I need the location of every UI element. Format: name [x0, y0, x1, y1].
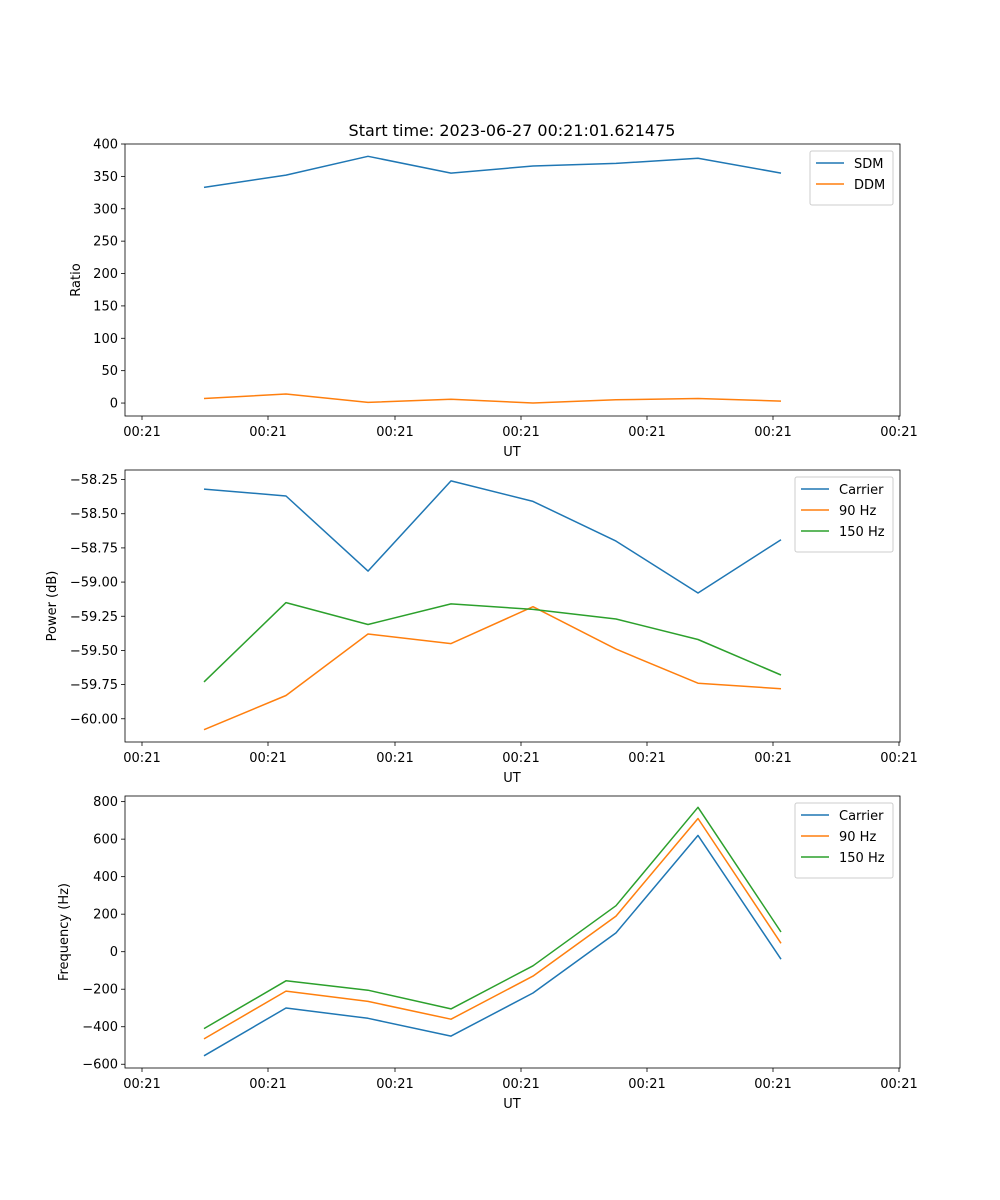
plot-frame	[124, 143, 901, 417]
y-tick-label: −58.75	[70, 541, 118, 556]
y-tick-label: 600	[93, 833, 118, 848]
x-axis-label: UT	[503, 1097, 521, 1112]
x-tick-label: 00:21	[502, 1077, 539, 1092]
figure-title: Start time: 2023-06-27 00:21:01.621475	[349, 121, 676, 140]
y-tick-label: −600	[82, 1058, 118, 1073]
y-tick-label: −59.50	[70, 644, 118, 659]
series-line-carrier	[203, 480, 782, 594]
x-tick-label: 00:21	[249, 425, 286, 440]
y-tick-label: 0	[110, 397, 118, 412]
y-tick-label: 200	[93, 267, 118, 282]
x-tick-label: 00:21	[754, 425, 791, 440]
y-tick-label: −58.25	[70, 473, 118, 488]
legend-entry: Carrier	[839, 483, 884, 498]
y-axis-label: Power (dB)	[45, 571, 60, 642]
y-tick-label: 300	[93, 202, 118, 217]
legend-entry: SDM	[854, 157, 883, 172]
y-axis-label: Ratio	[69, 263, 84, 296]
x-tick-label: 00:21	[502, 425, 539, 440]
legend-entry: 90 Hz	[839, 830, 876, 845]
x-tick-label: 00:21	[628, 1077, 665, 1092]
x-tick-label: 00:21	[628, 425, 665, 440]
y-tick-label: 50	[101, 364, 118, 379]
x-tick-label: 00:21	[754, 1077, 791, 1092]
series-line-90-hz	[203, 817, 782, 1040]
y-tick-label: −59.25	[70, 610, 118, 625]
x-tick-label: 00:21	[880, 1077, 917, 1092]
series-line-sdm	[203, 155, 782, 189]
series-line-90-hz	[203, 605, 782, 731]
x-tick-label: 00:21	[628, 751, 665, 766]
legend-box	[794, 476, 894, 553]
plot-frame	[124, 469, 901, 743]
x-tick-label: 00:21	[123, 1077, 160, 1092]
x-tick-label: 00:21	[123, 751, 160, 766]
y-tick-label: 150	[93, 299, 118, 314]
x-tick-label: 00:21	[754, 751, 791, 766]
legend-box	[809, 150, 894, 206]
chart-panel-2: 00:21 00:21 00:21 00:21 00:21 00:21 00:21 −60.0…	[45, 469, 918, 786]
x-tick-label: 00:21	[249, 1077, 286, 1092]
y-tick-label: 400	[93, 870, 118, 885]
x-axis-label: UT	[503, 445, 521, 460]
x-tick-label: 00:21	[249, 751, 286, 766]
y-tick-label: −200	[82, 983, 118, 998]
y-tick-label: 0	[110, 945, 118, 960]
x-tick-label: 00:21	[502, 751, 539, 766]
y-tick-label: 100	[93, 332, 118, 347]
chart-panel-1: 00:21 00:21 00:21 00:21 00:21 00:21 00:21 0 50 10…	[69, 138, 918, 461]
x-tick-label: 00:21	[123, 425, 160, 440]
series-line-150-hz	[203, 806, 782, 1030]
y-tick-label: 350	[93, 170, 118, 185]
y-tick-label: 250	[93, 235, 118, 250]
legend-entry: Carrier	[839, 809, 884, 824]
x-axis-label: UT	[503, 771, 521, 786]
x-tick-label: 00:21	[880, 751, 917, 766]
y-tick-label: 200	[93, 908, 118, 923]
y-tick-label: 800	[93, 795, 118, 810]
legend-entry: 150 Hz	[839, 525, 885, 540]
x-tick-label: 00:21	[376, 751, 413, 766]
chart-panel-3: 00:21 00:21 00:21 00:21 00:21 00:21 00:21 −600 −…	[57, 795, 918, 1112]
y-tick-label: −59.00	[70, 576, 118, 591]
y-tick-label: 400	[93, 138, 118, 153]
legend-box	[794, 802, 894, 879]
x-tick-label: 00:21	[376, 425, 413, 440]
legend-entry: 150 Hz	[839, 851, 885, 866]
y-tick-label: −58.50	[70, 507, 118, 522]
series-line-ddm	[203, 393, 782, 404]
series-line-carrier	[203, 834, 782, 1057]
y-tick-label: −59.75	[70, 678, 118, 693]
y-axis-label: Frequency (Hz)	[57, 883, 72, 981]
x-tick-label: 00:21	[376, 1077, 413, 1092]
y-tick-label: −400	[82, 1020, 118, 1035]
x-tick-label: 00:21	[880, 425, 917, 440]
y-tick-label: −60.00	[70, 712, 118, 727]
legend-entry: 90 Hz	[839, 504, 876, 519]
plot-frame	[124, 795, 901, 1069]
legend-entry: DDM	[854, 178, 885, 193]
series-line-150-hz	[203, 601, 782, 683]
